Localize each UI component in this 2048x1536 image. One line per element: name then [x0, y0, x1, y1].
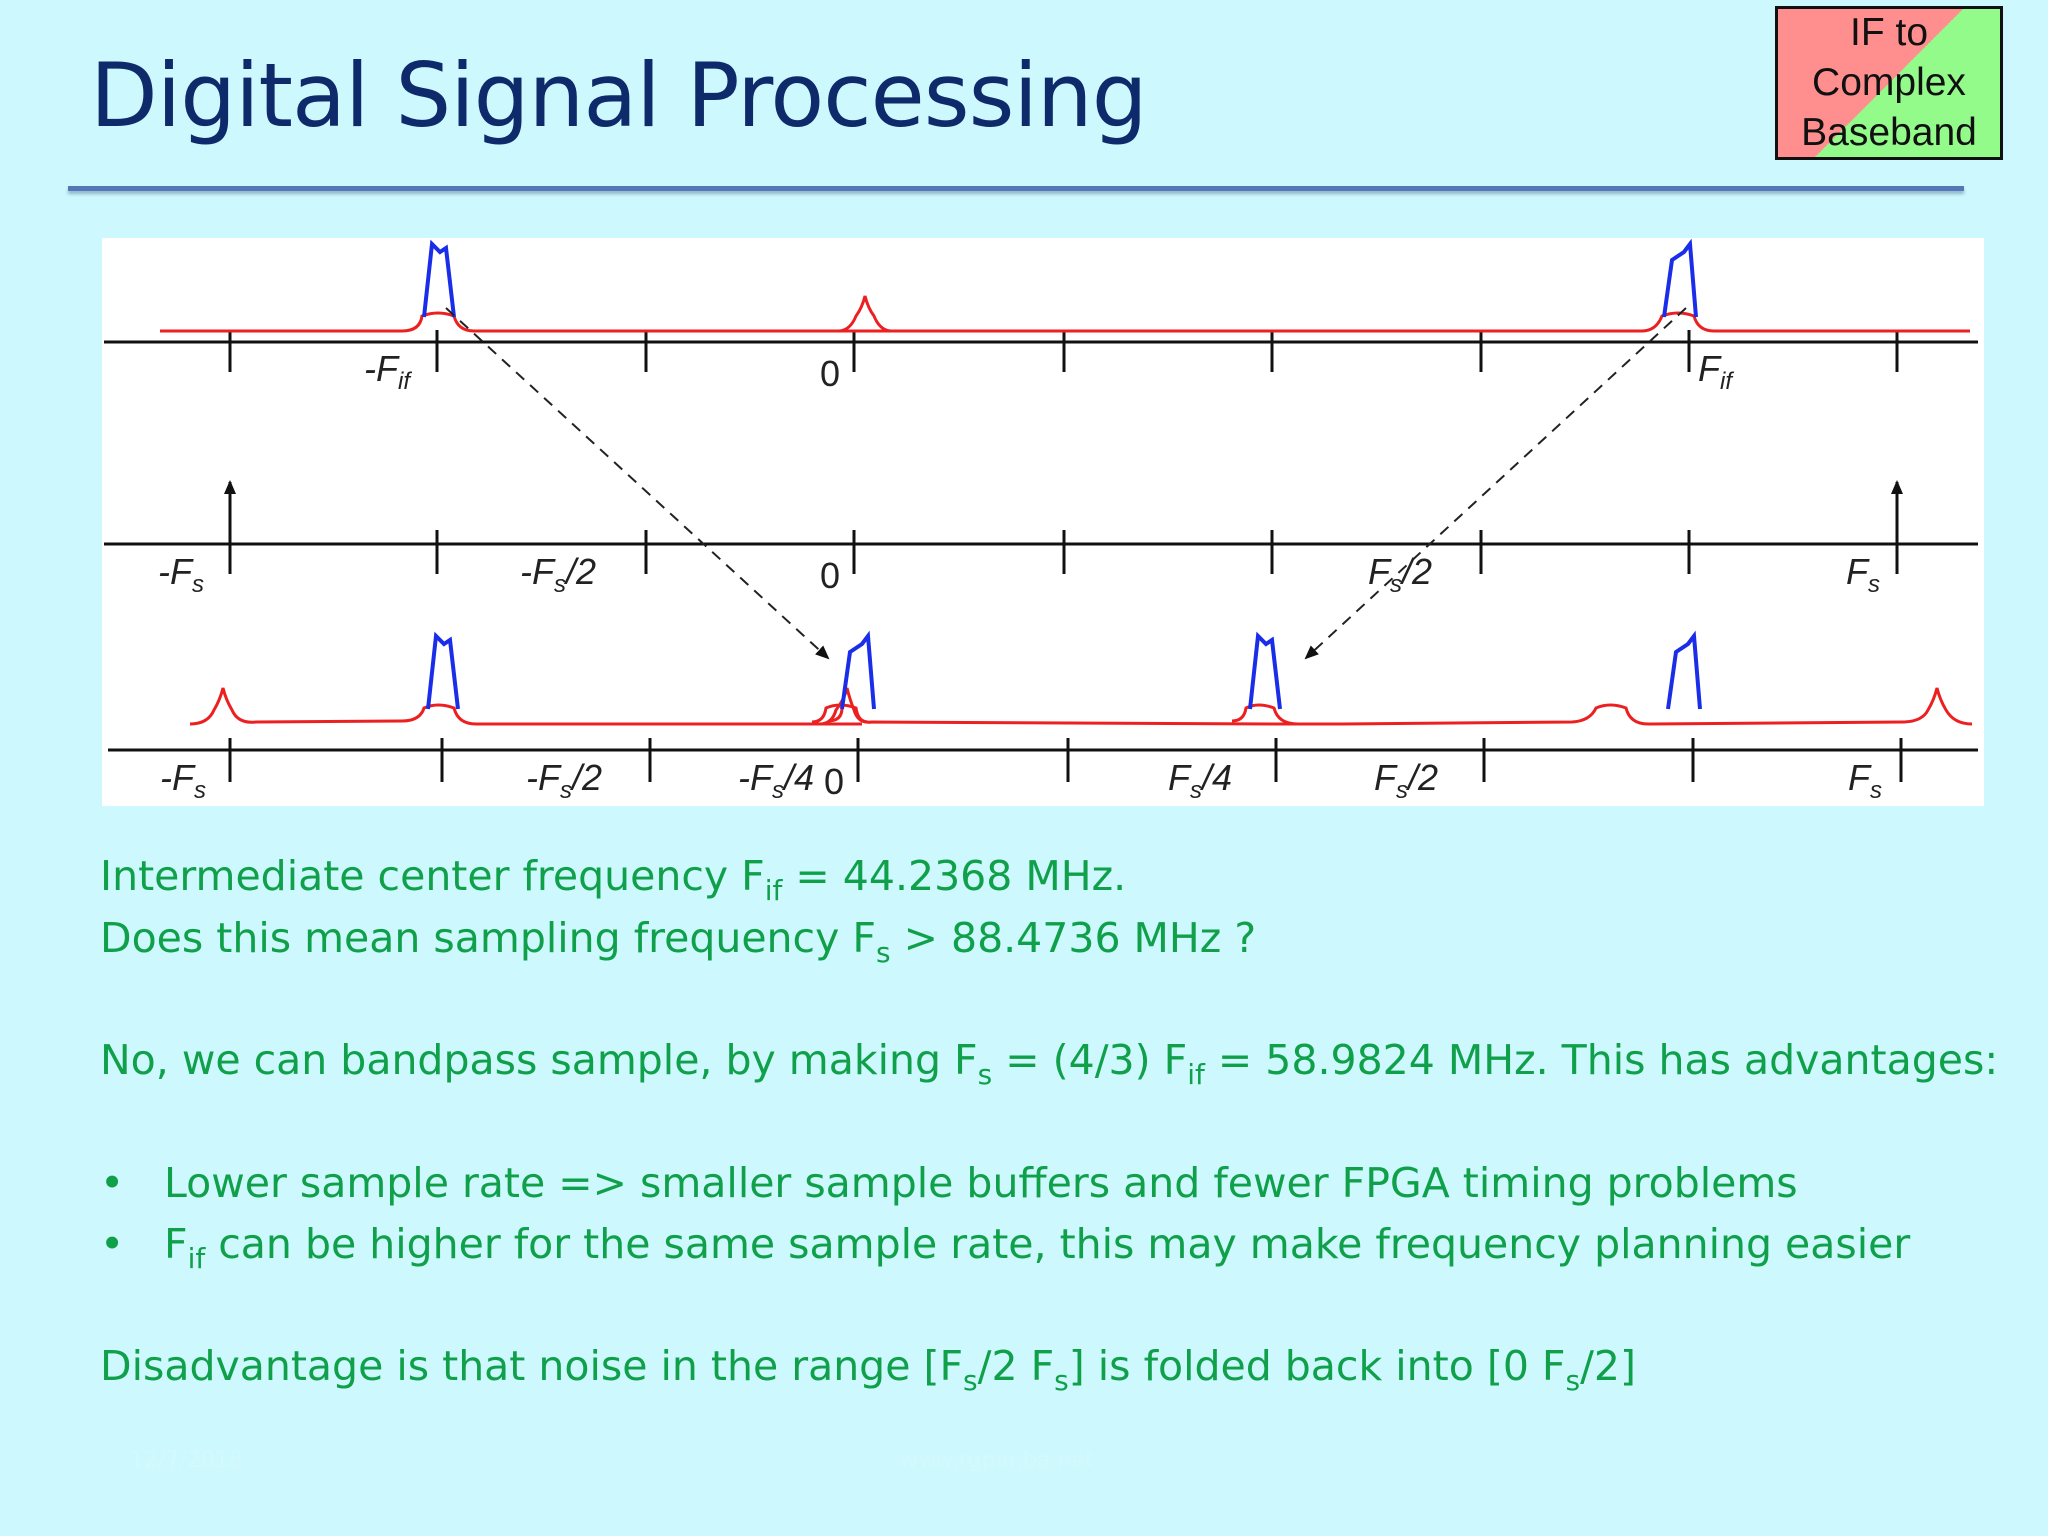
row-1-label-zero: 0 — [820, 353, 840, 394]
row-3-red-trace — [189, 687, 1973, 726]
row-2-label-neg-fs: -Fs — [158, 551, 204, 598]
row-3-label-neg-fs: -Fs — [160, 757, 206, 804]
row-1-dc-peak — [837, 295, 893, 333]
row-3-peak-1 — [426, 631, 460, 710]
footer-date: 12/7/2018 — [130, 1448, 243, 1473]
text-line-disadvantage: Disadvantage is that noise in the range … — [100, 1342, 1637, 1397]
row-2-label-fs2: Fs/2 — [1368, 551, 1432, 598]
bullet-item-1: Lower sample rate => smaller sample buff… — [164, 1159, 1798, 1207]
row-2-sampling: -Fs -Fs/2 0 Fs/2 Fs — [104, 480, 1978, 598]
row-3-label-fs4: Fs/4 — [1168, 757, 1232, 804]
text-line-bandpass-answer: No, we can bandpass sample, by making Fs… — [100, 1036, 1999, 1091]
row-3-peak-4 — [1666, 630, 1702, 710]
badge-line-1: IF to — [1849, 11, 1929, 54]
row-3-aliased-spectrum: -Fs -Fs/2 -Fs/4 0 Fs/4 Fs/2 Fs — [108, 630, 1978, 804]
topic-badge: IF to Complex Baseband — [1775, 6, 2003, 160]
row-2-ticks — [228, 530, 1899, 574]
row-3-label-neg-fs4: -Fs/4 — [738, 757, 814, 804]
spectrum-svg: -Fif 0 Fif -Fs -Fs/2 0 Fs/2 — [104, 238, 1978, 804]
page-title: Digital Signal Processing — [90, 44, 1148, 147]
row-3-label-neg-fs2: -Fs/2 — [526, 757, 602, 804]
bullet-item-2: Fif can be higher for the same sample ra… — [164, 1220, 1911, 1275]
row-1-red-trace — [160, 311, 1970, 333]
row-1-label-fif: Fif — [1698, 348, 1734, 395]
spectrum-diagram: -Fif 0 Fif -Fs -Fs/2 0 Fs/2 — [102, 238, 1984, 806]
neg-if-to-neg-fs4-arrow — [445, 307, 830, 660]
badge-line-2: Complex — [1812, 61, 1966, 104]
title-divider — [68, 186, 1964, 191]
row-3-neg-fs4-pedestal — [819, 707, 844, 726]
bullet-marker-1: • — [100, 1159, 125, 1207]
row-3-peak-2 — [840, 630, 876, 710]
text-line-sampling-question: Does this mean sampling frequency Fs > 8… — [100, 914, 1257, 969]
bullet-marker-2: • — [100, 1220, 125, 1268]
row-1-neg-if-peak — [422, 239, 456, 318]
row-3-label-fs2: Fs/2 — [1374, 757, 1438, 804]
badge-line-3: Baseband — [1801, 111, 1977, 154]
row-3-neg-fs4-pedestal-b — [811, 703, 869, 724]
row-2-label-zero: 0 — [820, 555, 840, 596]
footer-site: www.rgpar.ba.net — [900, 1448, 1094, 1473]
row-1-ticks — [228, 330, 1899, 372]
row-2-label-neg-fs2: -Fs/2 — [520, 551, 596, 598]
row-3-fs4-pedestal — [1231, 703, 1299, 726]
row-1-label-neg-fif: -Fif — [364, 348, 412, 395]
row-3-label-zero: 0 — [824, 761, 844, 802]
row-2-label-fs: Fs — [1846, 551, 1880, 598]
row-3-label-fs: Fs — [1848, 757, 1882, 804]
row-1-pos-if-peak — [1662, 238, 1698, 318]
row-1-spectrum: -Fif 0 Fif — [104, 238, 1978, 395]
row-3-peak-3 — [1248, 631, 1282, 710]
text-line-if-frequency: Intermediate center frequency Fif = 44.2… — [100, 852, 1127, 907]
row-3-ticks — [228, 738, 1903, 782]
pos-if-to-fs4-arrow — [1304, 307, 1687, 660]
